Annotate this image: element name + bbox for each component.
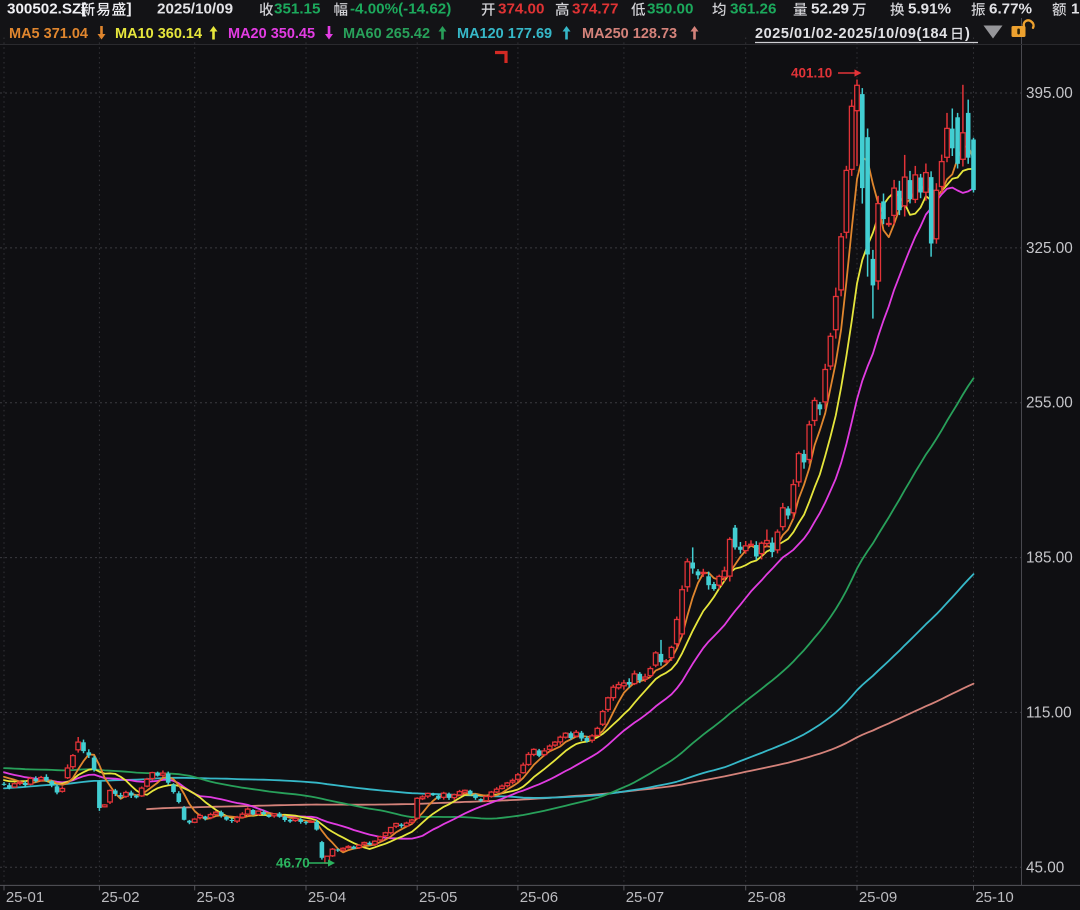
svg-text:18: 18: [1071, 1, 1080, 18]
svg-text:185.00: 185.00: [1026, 550, 1073, 567]
svg-text:395.00: 395.00: [1026, 85, 1073, 102]
svg-text:25-08: 25-08: [748, 889, 786, 906]
svg-text:MA60 265.42: MA60 265.42: [343, 26, 430, 42]
svg-text:MA5 371.04: MA5 371.04: [9, 26, 88, 42]
svg-text:351.15: 351.15: [274, 1, 321, 18]
svg-text:-4.00%(-14.62): -4.00%(-14.62): [350, 1, 451, 18]
svg-text:52.29: 52.29: [811, 1, 849, 18]
svg-text:25-07: 25-07: [626, 889, 664, 906]
svg-text:45.00: 45.00: [1026, 859, 1064, 876]
svg-text:2025/01/02-2025/10/09(184: 2025/01/02-2025/10/09(184: [755, 26, 948, 42]
svg-text:374.77: 374.77: [572, 1, 618, 18]
svg-text:361.26: 361.26: [730, 1, 776, 18]
svg-text:2025/10/09: 2025/10/09: [157, 1, 233, 18]
svg-text:255.00: 255.00: [1026, 395, 1073, 412]
svg-text:6.77%: 6.77%: [989, 1, 1033, 18]
svg-text:): ): [965, 26, 970, 42]
svg-text:MA20 350.45: MA20 350.45: [228, 26, 315, 42]
svg-text:374.00: 374.00: [498, 1, 544, 18]
svg-text:5.91%: 5.91%: [908, 1, 952, 18]
svg-text:]: ]: [127, 1, 132, 18]
svg-text:25-04: 25-04: [308, 889, 346, 906]
svg-text:25-02: 25-02: [101, 889, 139, 906]
svg-text:25-10: 25-10: [975, 889, 1013, 906]
svg-text:25-06: 25-06: [520, 889, 558, 906]
svg-text:MA250 128.73: MA250 128.73: [582, 26, 677, 42]
svg-text:MA120 177.69: MA120 177.69: [457, 26, 552, 42]
svg-text:325.00: 325.00: [1026, 240, 1073, 257]
svg-text:115.00: 115.00: [1026, 704, 1072, 721]
svg-text:MA10 360.14: MA10 360.14: [115, 26, 202, 42]
svg-text:350.00: 350.00: [647, 1, 693, 18]
svg-text:25-03: 25-03: [197, 889, 235, 906]
svg-text:25-09: 25-09: [859, 889, 897, 906]
svg-text:25-05: 25-05: [419, 889, 457, 906]
svg-text:401.10: 401.10: [791, 66, 832, 81]
svg-text:46.70: 46.70: [276, 856, 310, 871]
svg-text:25-01: 25-01: [6, 889, 44, 906]
svg-text:300502.SZ[: 300502.SZ[: [7, 1, 86, 18]
